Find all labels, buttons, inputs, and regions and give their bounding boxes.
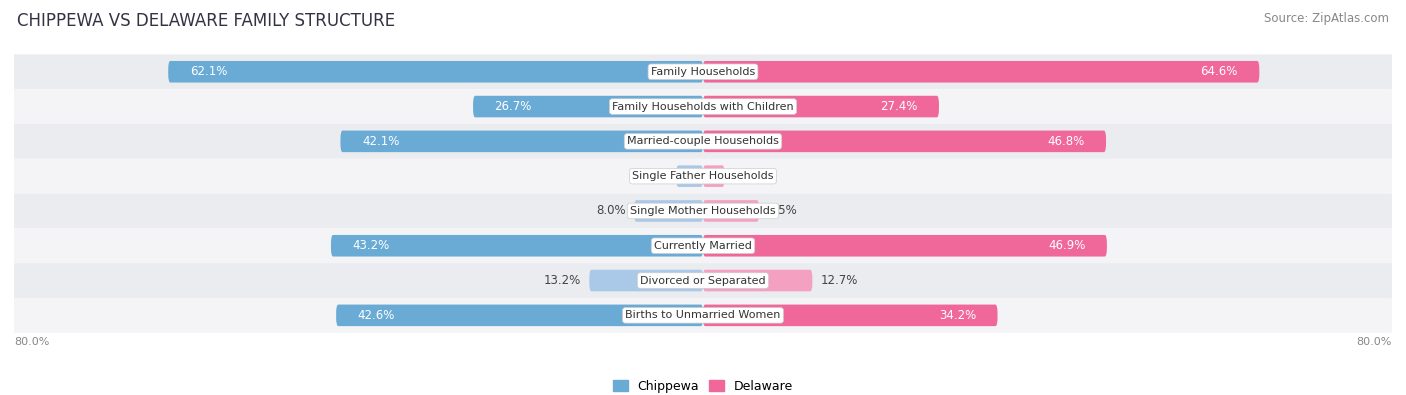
Text: 26.7%: 26.7% <box>495 100 531 113</box>
FancyBboxPatch shape <box>472 96 703 117</box>
FancyBboxPatch shape <box>634 200 703 222</box>
Text: Family Households: Family Households <box>651 67 755 77</box>
Text: 62.1%: 62.1% <box>190 65 228 78</box>
Text: 8.0%: 8.0% <box>596 205 626 218</box>
Text: 6.5%: 6.5% <box>768 205 797 218</box>
FancyBboxPatch shape <box>703 96 939 117</box>
Text: CHIPPEWA VS DELAWARE FAMILY STRUCTURE: CHIPPEWA VS DELAWARE FAMILY STRUCTURE <box>17 12 395 30</box>
Text: 27.4%: 27.4% <box>880 100 918 113</box>
Text: 2.5%: 2.5% <box>733 169 763 182</box>
FancyBboxPatch shape <box>14 298 1392 333</box>
Text: 12.7%: 12.7% <box>821 274 858 287</box>
Text: 42.6%: 42.6% <box>357 309 395 322</box>
Text: Source: ZipAtlas.com: Source: ZipAtlas.com <box>1264 12 1389 25</box>
FancyBboxPatch shape <box>703 305 997 326</box>
Text: 80.0%: 80.0% <box>14 337 49 347</box>
FancyBboxPatch shape <box>336 305 703 326</box>
FancyBboxPatch shape <box>676 166 703 187</box>
Text: Currently Married: Currently Married <box>654 241 752 251</box>
FancyBboxPatch shape <box>330 235 703 256</box>
FancyBboxPatch shape <box>703 166 724 187</box>
Text: Single Mother Households: Single Mother Households <box>630 206 776 216</box>
FancyBboxPatch shape <box>14 159 1392 194</box>
Text: 46.8%: 46.8% <box>1047 135 1084 148</box>
Text: Married-couple Households: Married-couple Households <box>627 136 779 147</box>
FancyBboxPatch shape <box>14 194 1392 228</box>
Text: Divorced or Separated: Divorced or Separated <box>640 276 766 286</box>
FancyBboxPatch shape <box>14 55 1392 89</box>
FancyBboxPatch shape <box>703 61 1260 83</box>
Text: Births to Unmarried Women: Births to Unmarried Women <box>626 310 780 320</box>
FancyBboxPatch shape <box>14 228 1392 263</box>
Text: 43.2%: 43.2% <box>353 239 389 252</box>
FancyBboxPatch shape <box>703 270 813 292</box>
FancyBboxPatch shape <box>703 131 1107 152</box>
Text: Family Households with Children: Family Households with Children <box>612 102 794 111</box>
FancyBboxPatch shape <box>589 270 703 292</box>
FancyBboxPatch shape <box>703 235 1107 256</box>
Text: 34.2%: 34.2% <box>939 309 976 322</box>
Text: 80.0%: 80.0% <box>1357 337 1392 347</box>
FancyBboxPatch shape <box>703 200 759 222</box>
FancyBboxPatch shape <box>169 61 703 83</box>
FancyBboxPatch shape <box>340 131 703 152</box>
Text: 46.9%: 46.9% <box>1047 239 1085 252</box>
Text: 13.2%: 13.2% <box>544 274 581 287</box>
Text: 3.1%: 3.1% <box>638 169 668 182</box>
FancyBboxPatch shape <box>14 89 1392 124</box>
FancyBboxPatch shape <box>14 124 1392 159</box>
Legend: Chippewa, Delaware: Chippewa, Delaware <box>607 375 799 395</box>
Text: 42.1%: 42.1% <box>361 135 399 148</box>
Text: 64.6%: 64.6% <box>1201 65 1237 78</box>
Text: Single Father Households: Single Father Households <box>633 171 773 181</box>
FancyBboxPatch shape <box>14 263 1392 298</box>
